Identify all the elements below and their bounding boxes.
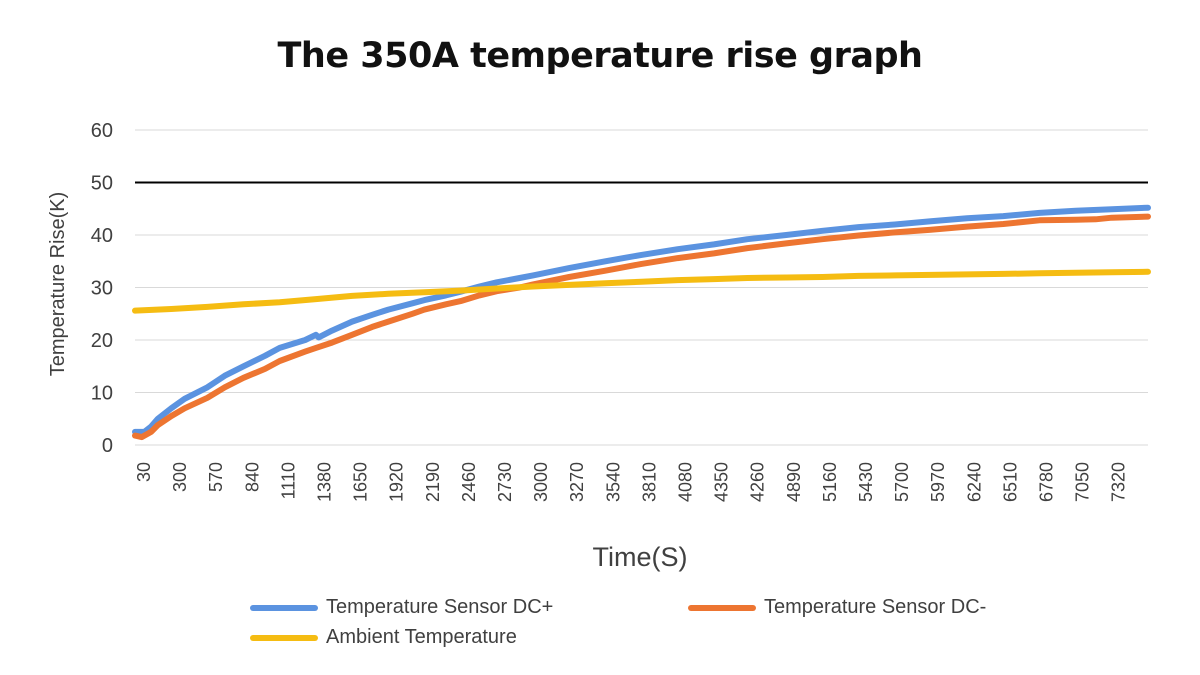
x-tick-label: 6510 [1000, 462, 1020, 502]
series-line-ambient [132, 268, 1151, 314]
x-tick-label: 1920 [387, 462, 407, 502]
x-tick-label: 840 [242, 462, 262, 492]
legend-swatch-dc-minus [688, 604, 756, 611]
x-tick-label: 7320 [1109, 462, 1129, 502]
legend: Temperature Sensor DC+ Temperature Senso… [250, 596, 1050, 656]
x-tick-label: 1380 [315, 462, 335, 502]
y-tick-label: 0 [102, 435, 113, 457]
y-axis-label: Temperature Rise(K) [47, 192, 69, 377]
x-tick-label: 4260 [748, 462, 768, 502]
legend-swatch-ambient [250, 634, 318, 641]
x-tick-label: 5970 [928, 462, 948, 502]
series-line-dc-plus [132, 204, 1151, 435]
x-tick-label: 2730 [495, 462, 515, 502]
x-axis-ticks: 30 300 570 840 1110 1380 1650 1920 2190 2460 2730 3… [134, 462, 1129, 502]
legend-label-ambient: Ambient Temperature [326, 626, 517, 648]
y-tick-label: 20 [91, 330, 113, 352]
y-tick-label: 30 [91, 278, 113, 300]
x-tick-label: 5700 [892, 462, 912, 502]
legend-item-dc-plus: Temperature Sensor DC+ [250, 596, 553, 619]
y-tick-label: 50 [91, 173, 113, 195]
x-tick-label: 300 [170, 462, 190, 492]
grid-lines [135, 129, 1148, 446]
x-tick-label: 4350 [712, 462, 732, 502]
x-axis-label: Time(S) [593, 542, 688, 572]
x-tick-label: 1110 [278, 462, 298, 499]
legend-item-dc-minus: Temperature Sensor DC- [688, 596, 986, 619]
x-tick-label: 3270 [567, 462, 587, 502]
series-lines [132, 204, 1151, 441]
y-tick-label: 40 [91, 225, 113, 247]
series-line-dc-minus [132, 213, 1151, 441]
x-tick-label: 1650 [351, 462, 371, 502]
x-tick-label: 4890 [784, 462, 804, 502]
x-tick-label: 7050 [1073, 462, 1093, 502]
x-tick-label: 5430 [856, 462, 876, 502]
chart-title: The 350A temperature rise graph [277, 36, 923, 76]
x-tick-label: 3540 [603, 462, 623, 502]
legend-label-dc-minus: Temperature Sensor DC- [764, 596, 987, 618]
x-tick-label: 570 [206, 462, 226, 492]
legend-label-dc-plus: Temperature Sensor DC+ [326, 596, 554, 618]
x-tick-label: 4080 [676, 462, 696, 502]
x-tick-label: 2460 [459, 462, 479, 502]
legend-swatch-dc-plus [250, 604, 318, 611]
legend-item-ambient: Ambient Temperature [250, 626, 517, 649]
x-tick-label: 6780 [1037, 462, 1057, 502]
x-tick-label: 2190 [423, 462, 443, 502]
x-tick-label: 3000 [531, 462, 551, 502]
y-axis-ticks: 0 10 20 30 40 50 60 [91, 120, 113, 457]
x-tick-label: 30 [134, 462, 154, 482]
y-tick-label: 60 [91, 120, 113, 142]
x-tick-label: 3810 [639, 462, 659, 502]
y-tick-label: 10 [91, 383, 113, 405]
x-tick-label: 5160 [820, 462, 840, 502]
x-tick-label: 6240 [964, 462, 984, 502]
